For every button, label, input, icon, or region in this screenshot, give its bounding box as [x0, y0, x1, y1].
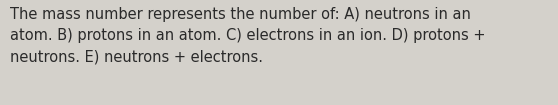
Text: The mass number represents the number of: A) neutrons in an
atom. B) protons in : The mass number represents the number of…	[10, 7, 485, 64]
